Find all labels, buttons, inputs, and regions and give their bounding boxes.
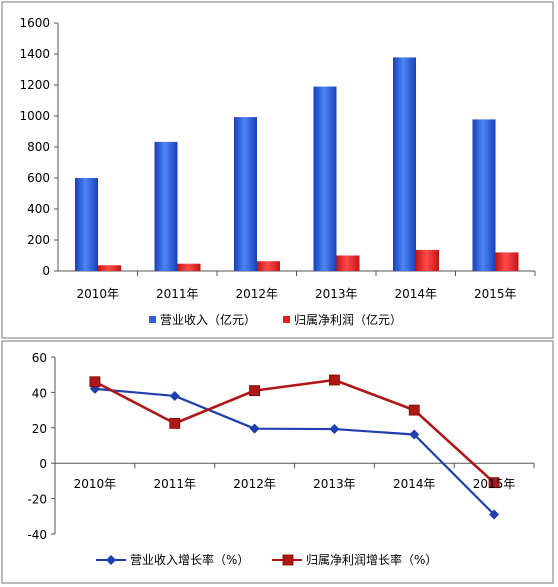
y-tick-label: 200 [27, 233, 50, 247]
bar-profit [177, 263, 201, 271]
y-tick-label: 600 [27, 171, 50, 185]
y-tick-label: 0 [42, 264, 50, 278]
point-revenue-growth [249, 423, 260, 434]
point-profit-growth [488, 477, 500, 489]
y-tick-label: 20 [32, 422, 47, 436]
line-plot-area: -40 -20 0 20 40 60 2010年 2011年 2012年 2013年 2014年 20… [27, 351, 535, 542]
point-profit-growth [89, 376, 101, 388]
legend-marker-profit-growth [282, 554, 294, 566]
bar-profit [336, 255, 360, 271]
x-tick-label: 2010年 [76, 287, 119, 301]
x-tick-label: 2015年 [474, 287, 517, 301]
x-tick-label: 2014年 [394, 287, 437, 301]
y-tick-label: 40 [32, 386, 47, 400]
bar-plot-area: 0 200 400 600 800 1000 1200 1400 1600 2010年 2011年 2… [19, 16, 536, 301]
point-profit-growth [249, 385, 260, 397]
x-tick-label: 2014年 [393, 477, 436, 491]
x-tick-label: 2011年 [153, 477, 196, 491]
legend-label-revenue-growth: 营业收入增长率（%） [130, 552, 249, 567]
legend-marker-revenue-growth [106, 555, 116, 565]
x-tick-label: 2010年 [74, 477, 117, 491]
x-tick-label: 2011年 [156, 287, 199, 301]
point-revenue-growth [169, 390, 180, 401]
point-revenue-growth [329, 424, 340, 435]
bar-revenue [234, 117, 257, 272]
y-tick-label: 1600 [19, 16, 50, 30]
y-tick-label: 60 [32, 351, 47, 365]
y-tick-label: 1000 [19, 109, 50, 123]
x-tick-label: 2012年 [235, 287, 278, 301]
x-tick-label: 2012年 [233, 477, 276, 491]
bar-profit [495, 252, 519, 271]
x-tick-label: 2013年 [315, 287, 358, 301]
legend-label-profit: 归属净利润（亿元） [294, 312, 402, 327]
bar-revenue [472, 119, 496, 271]
bar-profit [257, 261, 280, 271]
legend-label-profit-growth: 归属净利润增长率（%） [306, 552, 437, 567]
y-tick-label: 1400 [19, 47, 50, 61]
bar-revenue [154, 141, 178, 271]
y-tick-label: -20 [27, 493, 47, 507]
bar-revenue [313, 86, 337, 271]
y-tick-label: 0 [39, 457, 47, 471]
legend-swatch-revenue [149, 316, 156, 323]
bar-profit [98, 265, 121, 271]
legend-label-revenue: 营业收入（亿元） [160, 312, 256, 327]
y-tick-label: 800 [27, 140, 50, 154]
point-profit-growth [329, 374, 340, 386]
line-chart-panel: -40 -20 0 20 40 60 2010年 2011年 2012年 2013年 2014年 20… [1, 340, 554, 584]
x-tick-label: 2015年 [473, 477, 516, 491]
series-line-profit-growth [94, 378, 495, 484]
bar-chart-frame [1, 1, 554, 339]
y-tick-label: 400 [27, 202, 50, 216]
y-tick-label: -40 [27, 528, 47, 542]
series-line-revenue-growth [94, 387, 495, 516]
legend-swatch-profit [283, 316, 290, 323]
bar-chart-panel: 0 200 400 600 800 1000 1200 1400 1600 2010年 2011年 2… [1, 1, 554, 339]
bar-revenue [393, 57, 416, 271]
x-tick-label: 2013年 [313, 477, 356, 491]
line-legend: 营业收入增长率（%） 归属净利润增长率（%） [96, 552, 437, 567]
point-revenue-growth [489, 509, 500, 520]
bar-revenue [75, 178, 98, 271]
point-profit-growth [408, 404, 420, 416]
point-revenue-growth [409, 429, 420, 440]
bar-profit [416, 249, 439, 271]
y-tick-label: 1200 [19, 78, 50, 92]
point-profit-growth [169, 417, 181, 429]
bar-legend: 营业收入（亿元） 归属净利润（亿元） [149, 312, 402, 327]
